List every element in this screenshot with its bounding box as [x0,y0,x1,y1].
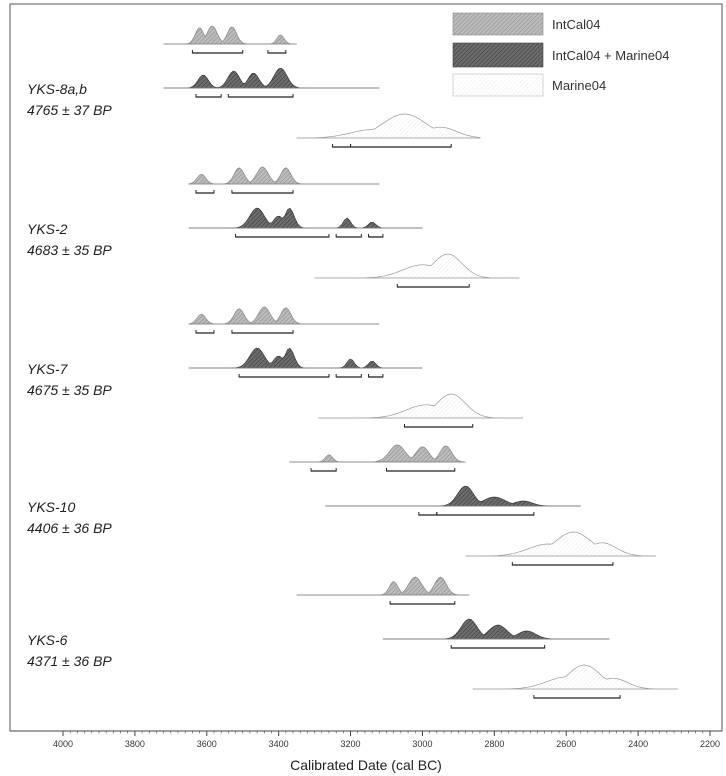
range-bracket [195,94,222,98]
range-bracket [368,374,384,378]
probability-curve-marine [318,393,524,419]
range-bracket [310,468,337,472]
probability-curve-intcal [188,306,380,325]
probability-curve-mixed [325,485,581,507]
range-bracket [533,695,621,699]
sample-age-label: 4406 ± 36 BP [27,520,112,536]
range-bracket [511,562,614,566]
x-tick-label: 2400 [628,739,648,749]
legend-swatch-mixed [452,42,544,68]
sample-group: YKS-7 4675 ± 35 BP [27,306,524,428]
probability-curve-intcal [163,25,297,45]
range-bracket [335,234,362,238]
probability-curve-intcal [289,444,466,463]
legend-swatch-intcal [452,12,544,36]
probability-curve-intcal [188,166,380,185]
sample-name-label: YKS-7 [27,361,69,377]
x-tick-label: 4000 [53,739,73,749]
probability-curve-marine [314,253,520,279]
range-bracket [227,94,294,98]
sample-group: YKS-2 4683 ± 35 BP [27,166,520,288]
range-bracket [195,330,215,334]
legend-swatch-marine [452,73,544,97]
sample-name-label: YKS-8a,b [27,81,87,97]
range-bracket [350,144,452,148]
range-bracket [195,190,215,194]
probability-curve-intcal [296,576,470,596]
probability-curve-mixed [163,67,380,89]
x-axis-title: Calibrated Date (cal BC) [290,757,442,773]
range-bracket [332,144,352,148]
sample-age-label: 4675 ± 35 BP [27,382,112,398]
range-bracket [191,50,244,54]
range-bracket [418,512,438,516]
sample-group: YKS-6 4371 ± 36 BP [27,576,678,699]
legend-label-marine: Marine04 [552,78,606,93]
range-bracket [231,330,294,334]
legend-label-mixed: IntCal04 + Marine04 [552,48,669,63]
sample-age-label: 4765 ± 37 BP [27,102,112,118]
probability-curve-mixed [188,347,423,369]
range-bracket [335,374,362,378]
x-tick-label: 2800 [484,739,504,749]
range-bracket [368,234,384,238]
probability-curve-mixed [188,207,423,229]
range-bracket [396,284,470,288]
x-tick-label: 3800 [125,739,145,749]
x-tick-label: 3200 [341,739,361,749]
probability-curve-marine [472,664,678,690]
x-tick-label: 3400 [269,739,289,749]
sample-age-label: 4371 ± 36 BP [27,653,112,669]
sample-group: YKS-8a,b 4765 ± 37 BP [27,25,481,148]
legend-label-intcal: IntCal04 [552,17,600,32]
sample-name-label: YKS-10 [27,499,75,515]
probability-curve-marine [296,113,481,139]
sample-name-label: YKS-6 [27,632,68,648]
range-bracket [235,234,330,238]
range-bracket [238,374,330,378]
legend: IntCal04 IntCal04 + Marine04 Marine04 [452,12,669,97]
range-bracket [386,468,456,472]
sample-group: YKS-10 4406 ± 36 BP [27,444,657,566]
range-bracket [436,512,535,516]
x-tick-label: 2600 [556,739,576,749]
x-axis: 4000 3800 3600 3400 3200 3000 2800 2600 2400 2200 [10,730,722,749]
range-bracket [450,645,546,649]
x-tick-label: 3000 [412,739,432,749]
sample-name-label: YKS-2 [27,221,68,237]
range-bracket [267,50,287,54]
x-tick-label: 2200 [700,739,720,749]
x-tick-label: 3600 [197,739,217,749]
range-bracket [389,601,456,605]
range-bracket [231,190,294,194]
probability-curve-marine [465,531,657,557]
range-bracket [403,424,474,428]
sample-age-label: 4683 ± 35 BP [27,242,112,258]
probability-curve-mixed [382,618,610,640]
